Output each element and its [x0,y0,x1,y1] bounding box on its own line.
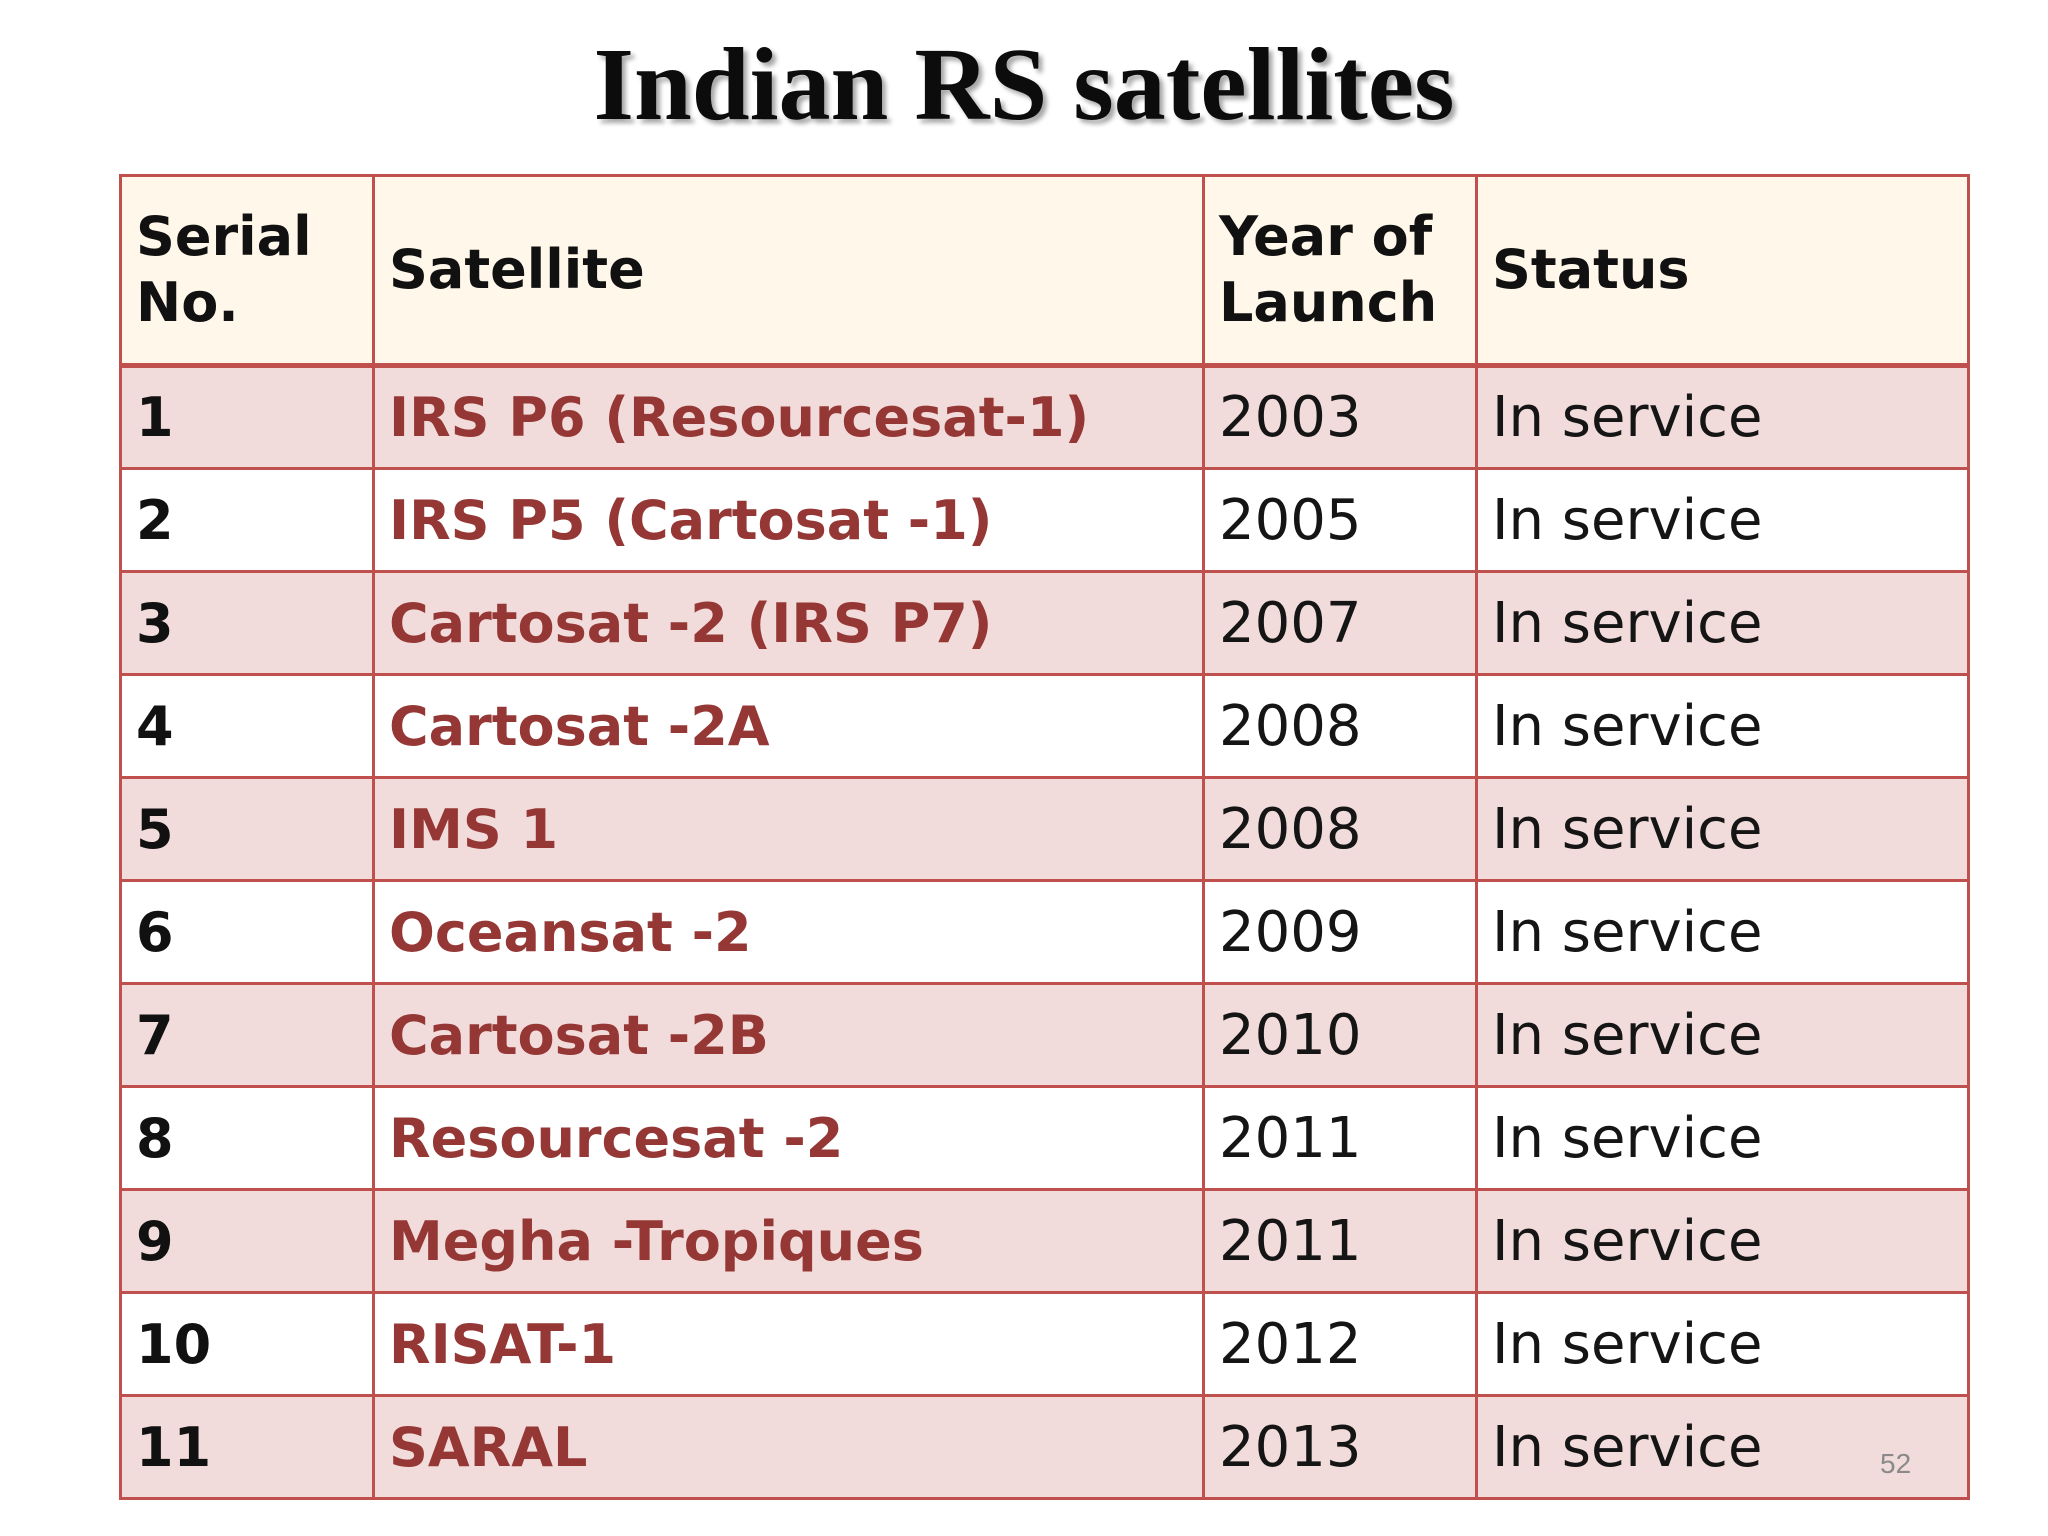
table-row: 3 Cartosat -2 (IRS P7) 2007 In service [119,570,1970,676]
year-cell: 2012 [1202,1291,1478,1397]
satellite-cell: Cartosat -2 (IRS P7) [372,570,1205,676]
table-row: 9 Megha -Tropiques 2011 In service [119,1188,1970,1294]
satellite-cell: Cartosat -2A [372,673,1205,779]
header-year-line2: Launch [1219,271,1438,334]
satellite-cell: Megha -Tropiques [372,1188,1205,1294]
satellite-cell: Resourcesat -2 [372,1085,1205,1191]
satellite-cell: Cartosat -2B [372,982,1205,1088]
status-cell: In service [1475,467,1970,573]
table-header-row: Serial No. Satellite Year of Launch Status [119,174,1970,368]
satellite-cell: Oceansat -2 [372,879,1205,985]
satellite-cell: IRS P6 (Resourcesat-1) [372,364,1205,470]
serial-cell: 1 [119,364,375,470]
table-row: 7 Cartosat -2B 2010 In service [119,982,1970,1088]
year-cell: 2010 [1202,982,1478,1088]
status-cell: In service [1475,1085,1970,1191]
table-row: 5 IMS 1 2008 In service [119,776,1970,882]
serial-cell: 4 [119,673,375,779]
status-cell: In service [1475,1394,1970,1500]
year-cell: 2005 [1202,467,1478,573]
status-cell: In service [1475,673,1970,779]
slide-title: Indian RS satellites [593,27,1455,142]
year-cell: 2007 [1202,570,1478,676]
header-status: Status [1475,174,1970,368]
status-cell: In service [1475,570,1970,676]
serial-cell: 9 [119,1188,375,1294]
serial-cell: 2 [119,467,375,573]
header-serial-line1: Serial [136,205,312,268]
year-cell: 2003 [1202,364,1478,470]
serial-cell: 7 [119,982,375,1088]
status-cell: In service [1475,1188,1970,1294]
year-cell: 2011 [1202,1188,1478,1294]
table-row: 1 IRS P6 (Resourcesat-1) 2003 In service [119,364,1970,470]
satellite-cell: IMS 1 [372,776,1205,882]
serial-cell: 10 [119,1291,375,1397]
serial-cell: 11 [119,1394,375,1500]
satellites-table: Serial No. Satellite Year of Launch Status… [119,174,1970,1500]
year-cell: 2009 [1202,879,1478,985]
year-cell: 2013 [1202,1394,1478,1500]
serial-cell: 3 [119,570,375,676]
status-cell: In service [1475,879,1970,985]
table-row: 2 IRS P5 (Cartosat -1) 2005 In service [119,467,1970,573]
year-cell: 2008 [1202,673,1478,779]
satellite-cell: IRS P5 (Cartosat -1) [372,467,1205,573]
table-row: 11 SARAL 2013 In service [119,1394,1970,1500]
status-cell: In service [1475,776,1970,882]
header-serial-line2: No. [136,271,239,334]
status-cell: In service [1475,982,1970,1088]
satellite-cell: SARAL [372,1394,1205,1500]
table-row: 10 RISAT-1 2012 In service [119,1291,1970,1397]
status-cell: In service [1475,364,1970,470]
serial-cell: 5 [119,776,375,882]
table-row: 4 Cartosat -2A 2008 In service [119,673,1970,779]
status-cell: In service [1475,1291,1970,1397]
header-year-line1: Year of [1219,205,1433,268]
satellite-cell: RISAT-1 [372,1291,1205,1397]
year-cell: 2008 [1202,776,1478,882]
header-serial-no: Serial No. [119,174,375,368]
page-number: 52 [1880,1448,1912,1479]
table-row: 6 Oceansat -2 2009 In service [119,879,1970,985]
serial-cell: 8 [119,1085,375,1191]
header-year-of-launch: Year of Launch [1202,174,1478,368]
header-satellite: Satellite [372,174,1205,368]
table-row: 8 Resourcesat -2 2011 In service [119,1085,1970,1191]
year-cell: 2011 [1202,1085,1478,1191]
serial-cell: 6 [119,879,375,985]
